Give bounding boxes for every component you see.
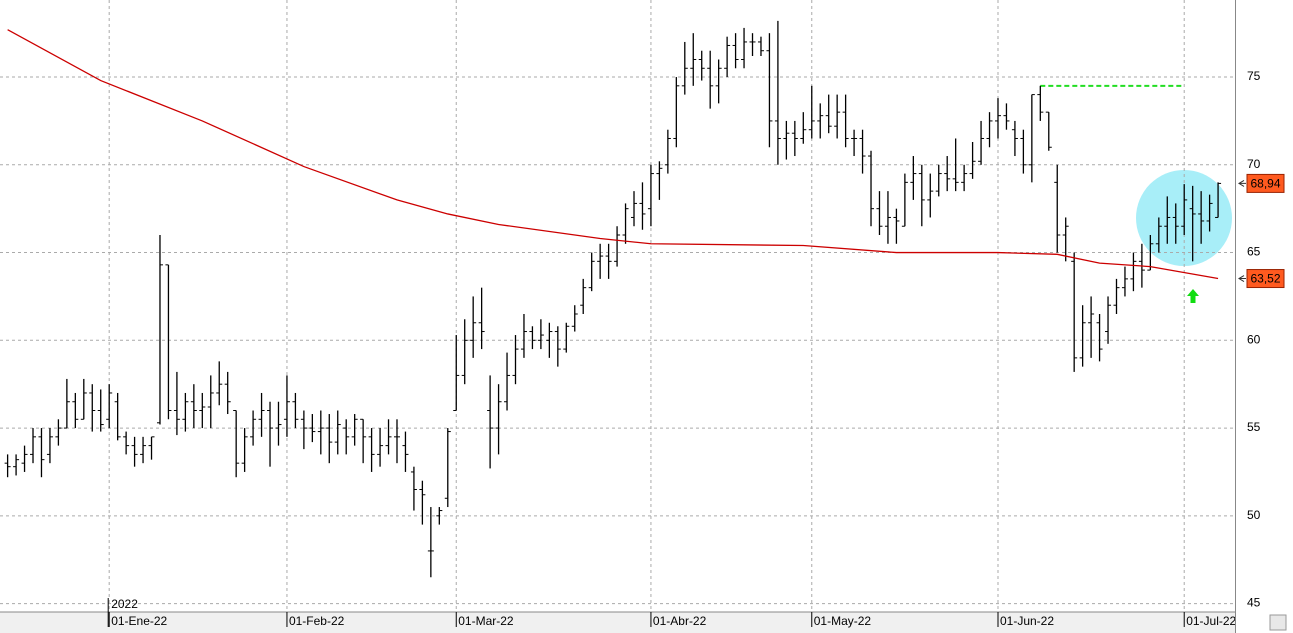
y-tick-label: 50 (1247, 508, 1261, 522)
y-axis-panel (1236, 0, 1293, 633)
last-value-box (1246, 173, 1285, 193)
y-tick-label: 70 (1247, 157, 1261, 171)
x-tick-label: 01-Ene-22 (111, 614, 167, 628)
x-tick-label: 01-Feb-22 (289, 614, 345, 628)
last-value-pointer (1238, 179, 1246, 187)
x-tick-label: 01-Abr-22 (653, 614, 707, 628)
signal-arrow (1187, 289, 1199, 303)
moving-average (7, 29, 1219, 280)
corner-icon (1269, 614, 1287, 631)
last-value-label: 68,94 (1250, 177, 1280, 191)
y-tick-label: 60 (1247, 332, 1261, 346)
last-value-label: 63,52 (1250, 272, 1280, 286)
y-tick-label: 45 (1247, 596, 1261, 610)
x-tick-label: 01-Jul-22 (1186, 614, 1236, 628)
x-tick-label: 01-Jun-22 (1000, 614, 1054, 628)
y-tick-label: 65 (1247, 245, 1261, 259)
x-tick-label: 01-Mar-22 (458, 614, 514, 628)
y-tick-label: 55 (1247, 420, 1261, 434)
last-value-box (1246, 269, 1285, 289)
x-axis-panel (0, 612, 1293, 633)
y-tick-label: 75 (1247, 69, 1261, 83)
last-value-pointer (1238, 275, 1246, 282)
x-tick-label: 01-May-22 (814, 614, 872, 628)
year-label: 2022 (111, 597, 138, 611)
